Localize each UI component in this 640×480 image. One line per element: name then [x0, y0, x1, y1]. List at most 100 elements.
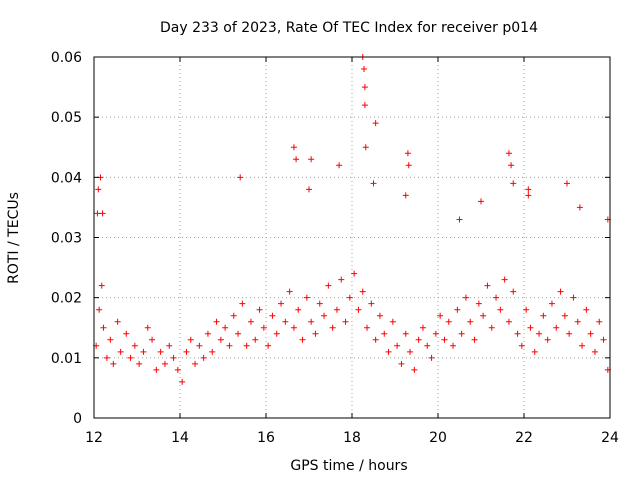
- data-point: [325, 282, 332, 289]
- data-point: [364, 324, 371, 331]
- data-point: [107, 336, 114, 343]
- data-point: [346, 294, 353, 301]
- data-point: [342, 318, 349, 325]
- data-point: [209, 348, 216, 355]
- y-tick-label: 0: [73, 411, 82, 427]
- data-point: [183, 348, 190, 355]
- data-point: [579, 342, 586, 349]
- data-point: [260, 324, 267, 331]
- data-point: [290, 324, 297, 331]
- data-point: [355, 306, 362, 313]
- data-point: [518, 342, 525, 349]
- data-point: [157, 348, 164, 355]
- data-point: [561, 312, 568, 319]
- data-point: [196, 342, 203, 349]
- data-point: [531, 348, 538, 355]
- data-point: [222, 324, 229, 331]
- data-point: [361, 84, 368, 91]
- data-point: [501, 276, 508, 283]
- data-point: [149, 336, 156, 343]
- data-point: [381, 330, 388, 337]
- data-point: [316, 300, 323, 307]
- data-point: [523, 306, 530, 313]
- data-point: [437, 312, 444, 319]
- data-point: [256, 306, 263, 313]
- data-point: [308, 156, 315, 163]
- data-point: [450, 342, 457, 349]
- data-point: [336, 162, 343, 169]
- data-point: [170, 354, 177, 361]
- data-point: [576, 204, 583, 211]
- data-point: [458, 330, 465, 337]
- data-point: [510, 180, 517, 187]
- data-point: [361, 102, 368, 109]
- data-point: [398, 360, 405, 367]
- data-point: [600, 336, 607, 343]
- data-point: [471, 336, 478, 343]
- data-point: [217, 336, 224, 343]
- y-tick-label: 0.04: [51, 170, 82, 186]
- x-tick-label: 12: [85, 430, 103, 446]
- x-tick-label: 18: [343, 430, 361, 446]
- y-tick-label: 0.03: [51, 231, 82, 247]
- y-tick-label: 0.01: [51, 351, 82, 367]
- y-tick-label: 0.05: [51, 110, 82, 126]
- data-point: [213, 318, 220, 325]
- data-point: [583, 306, 590, 313]
- data-point: [445, 318, 452, 325]
- data-point: [591, 348, 598, 355]
- data-point: [376, 312, 383, 319]
- data-point: [98, 282, 105, 289]
- x-tick-label: 24: [601, 430, 619, 446]
- x-tick-label: 14: [171, 430, 189, 446]
- data-point: [226, 342, 233, 349]
- data-point: [385, 348, 392, 355]
- data-point: [415, 336, 422, 343]
- data-point: [488, 324, 495, 331]
- x-tick-label: 16: [257, 430, 275, 446]
- data-point: [273, 330, 280, 337]
- data-point: [136, 360, 143, 367]
- data-point: [389, 318, 396, 325]
- data-point: [424, 342, 431, 349]
- data-point: [570, 294, 577, 301]
- data-point: [553, 324, 560, 331]
- data-point: [394, 342, 401, 349]
- data-point: [372, 120, 379, 127]
- data-point: [204, 330, 211, 337]
- data-point: [192, 360, 199, 367]
- x-axis-label: GPS time / hours: [290, 458, 407, 474]
- data-point: [127, 354, 134, 361]
- data-point: [243, 342, 250, 349]
- data-point: [329, 324, 336, 331]
- data-point: [475, 300, 482, 307]
- data-point: [230, 312, 237, 319]
- y-tick-label: 0.02: [51, 291, 82, 307]
- data-point: [361, 66, 368, 73]
- data-point: [402, 330, 409, 337]
- data-point: [411, 366, 418, 373]
- data-point: [312, 330, 319, 337]
- data-point: [536, 330, 543, 337]
- data-point: [140, 348, 147, 355]
- data-point: [419, 324, 426, 331]
- data-point: [480, 312, 487, 319]
- data-point: [505, 150, 512, 157]
- data-point: [508, 162, 515, 169]
- data-point: [103, 354, 110, 361]
- data-point: [441, 336, 448, 343]
- data-point: [497, 306, 504, 313]
- data-point: [432, 330, 439, 337]
- data-point: [574, 318, 581, 325]
- data-point: [405, 162, 412, 169]
- data-point: [368, 300, 375, 307]
- data-point: [99, 210, 106, 217]
- x-tick-label: 20: [429, 430, 447, 446]
- data-point: [96, 306, 103, 313]
- data-point: [514, 330, 521, 337]
- data-point: [321, 312, 328, 319]
- grid-lines: [94, 57, 610, 418]
- data-point: [478, 198, 484, 205]
- data-point: [179, 378, 186, 385]
- data-point: [94, 210, 101, 217]
